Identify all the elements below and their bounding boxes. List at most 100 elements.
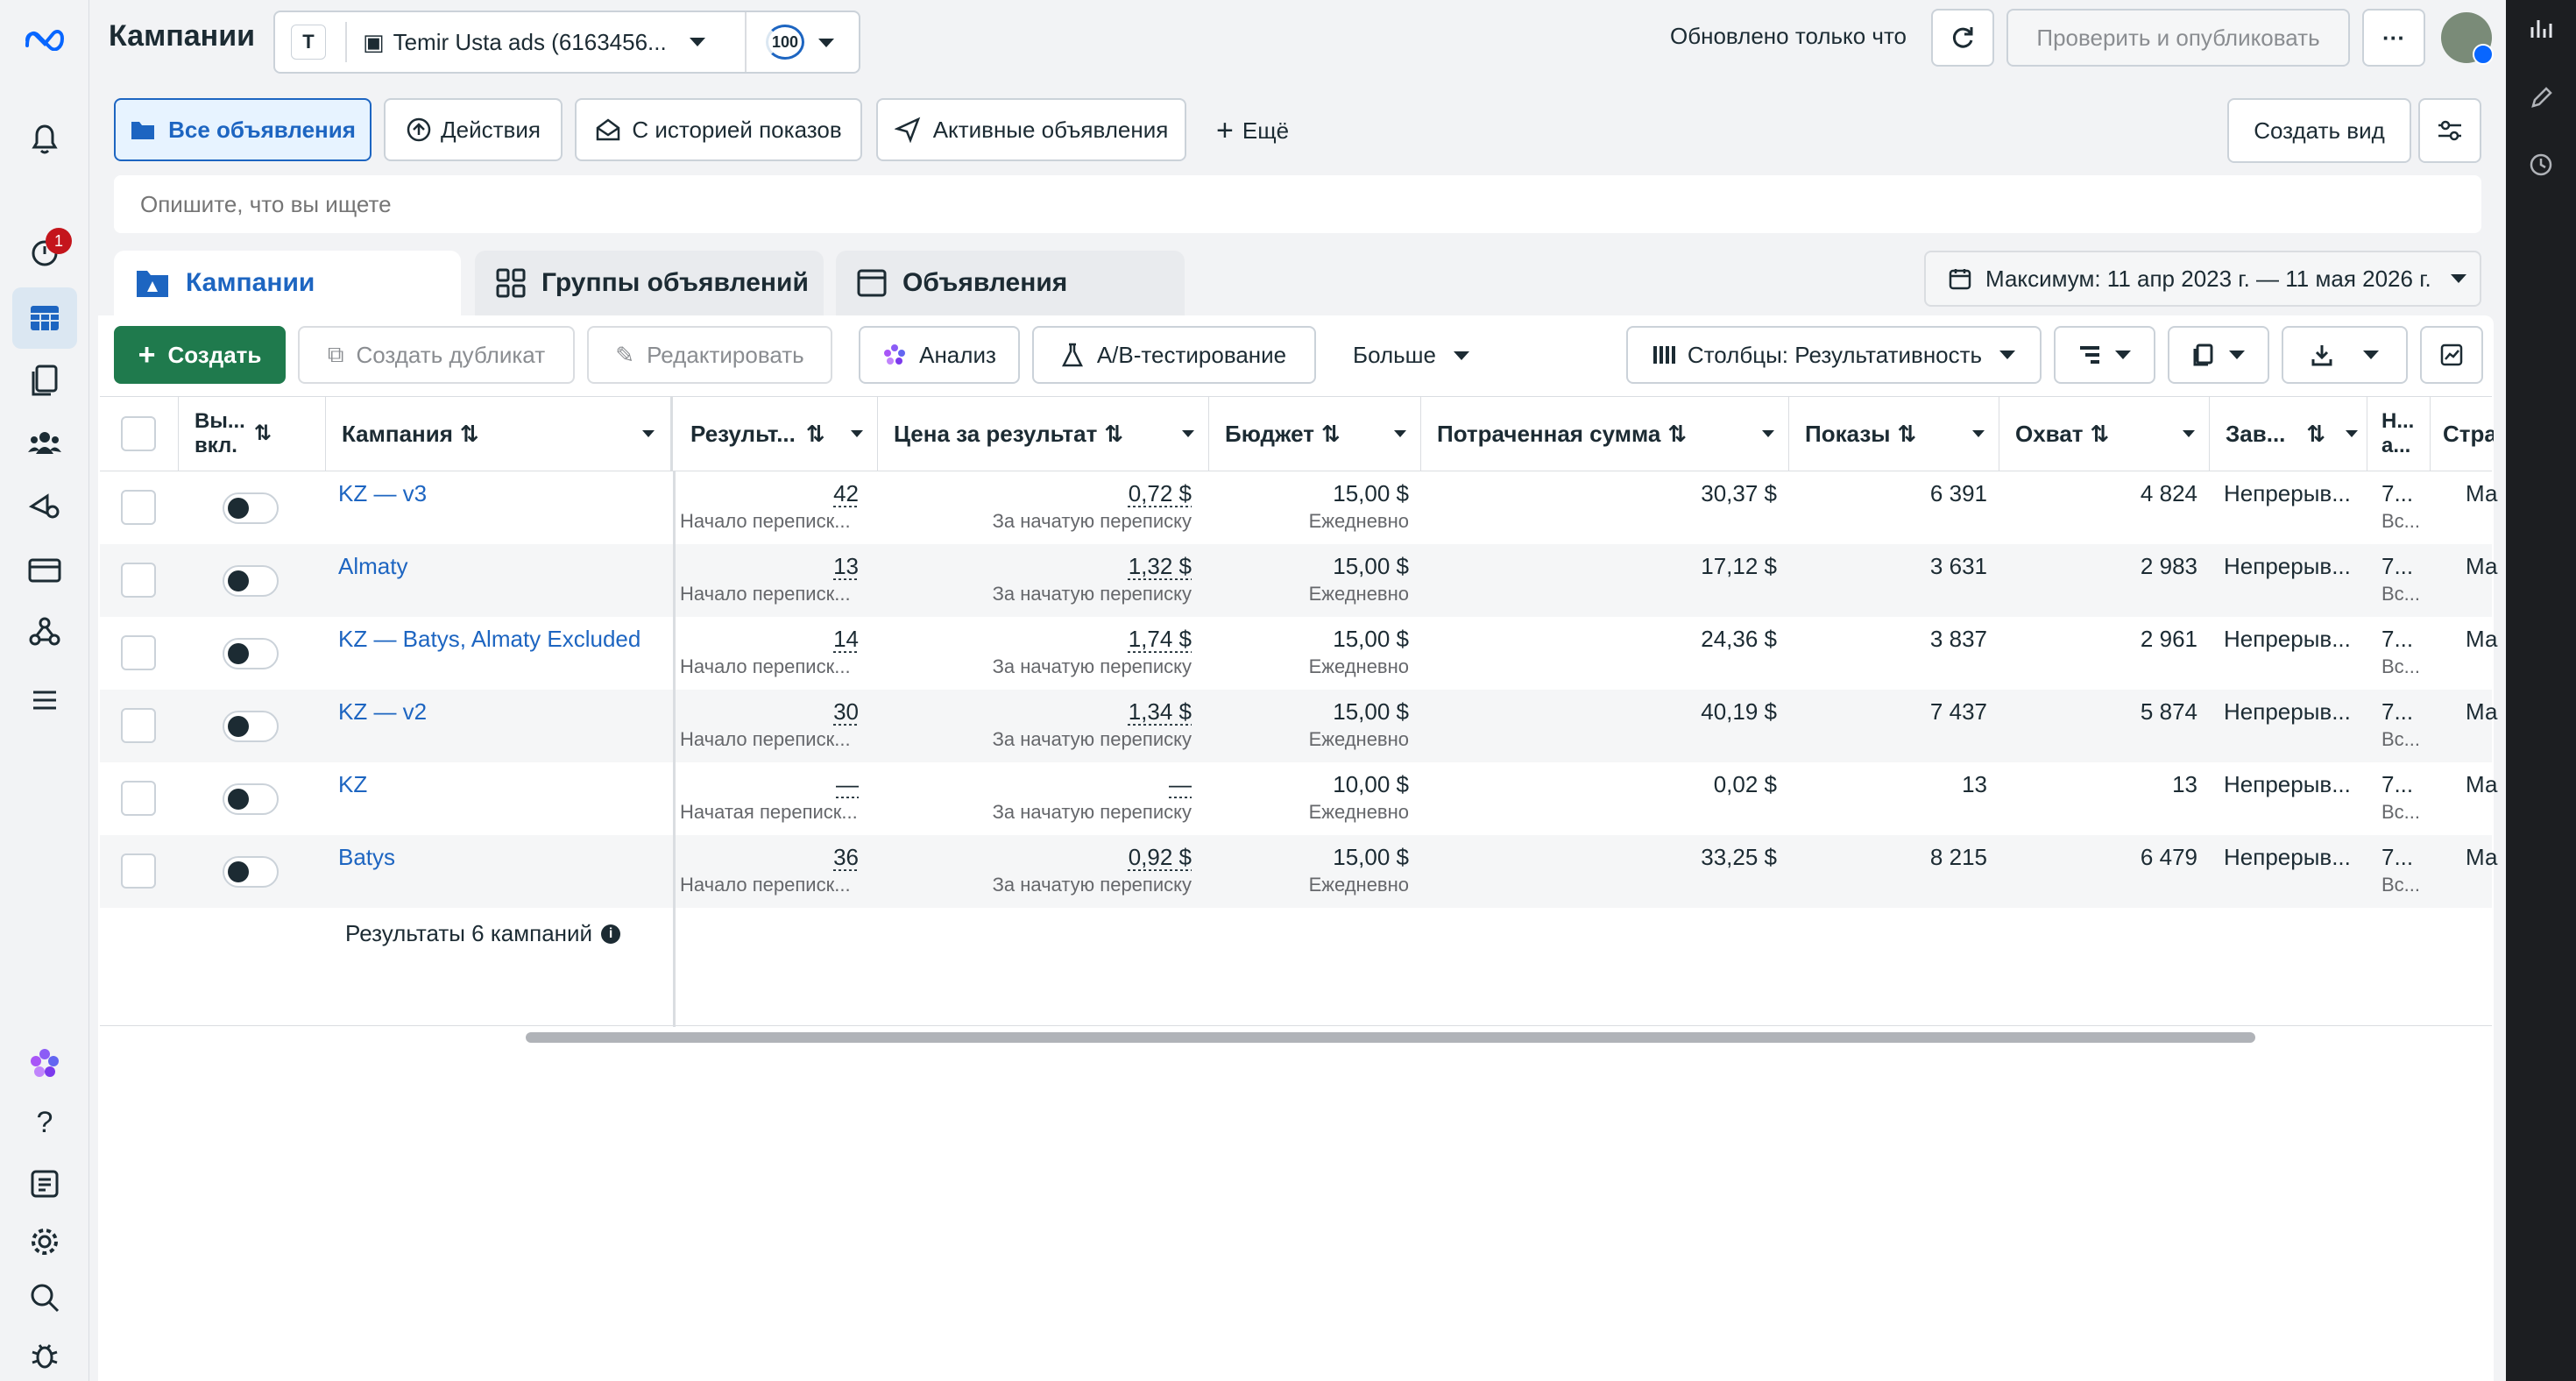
date-range-picker[interactable]: Максимум: 11 апр 2023 г. — 11 мая 2026 г… xyxy=(1924,251,2481,307)
campaign-name-link[interactable]: KZ — Batys, Almaty Excluded xyxy=(338,626,641,652)
create-button[interactable]: + Создать xyxy=(114,326,286,384)
col-page[interactable]: Стра xyxy=(2431,396,2494,471)
tab-ads-label: Объявления xyxy=(902,268,1068,297)
row-checkbox[interactable] xyxy=(121,781,156,816)
create-view-button[interactable]: Создать вид xyxy=(2227,98,2411,163)
search-icon[interactable] xyxy=(23,1276,67,1320)
more-options-button[interactable]: ··· xyxy=(2362,9,2425,67)
row-checkbox[interactable] xyxy=(121,563,156,598)
bell-icon[interactable] xyxy=(23,117,67,161)
col-amount-spent[interactable]: Потраченная сумма ⇅ xyxy=(1421,396,1789,471)
col-impressions[interactable]: Показы ⇅ xyxy=(1789,396,1999,471)
sort-icon: ⇅ xyxy=(1667,420,1688,447)
search-input[interactable] xyxy=(140,188,2418,221)
settings-gear-icon[interactable] xyxy=(23,1220,67,1264)
budget-subtext: Ежедневно xyxy=(1308,510,1409,532)
filter-all-ads[interactable]: Все объявления xyxy=(114,98,372,161)
breakdown-dropdown[interactable] xyxy=(2054,326,2155,384)
help-icon[interactable]: ? xyxy=(36,1105,53,1139)
avatar[interactable] xyxy=(2441,12,2494,65)
chevron-down-icon xyxy=(1972,430,1985,437)
chevron-down-icon xyxy=(1999,351,2016,359)
campaign-toggle[interactable] xyxy=(223,783,279,815)
campaign-name-link[interactable]: KZ — v3 xyxy=(338,480,428,506)
select-all-checkbox[interactable] xyxy=(121,416,156,451)
campaign-name-link[interactable]: KZ — v2 xyxy=(338,698,428,725)
col-campaign-label: Кампания xyxy=(342,420,453,447)
chart-icon[interactable] xyxy=(2523,11,2558,46)
filter-active-ads[interactable]: Активные объявления xyxy=(876,98,1186,161)
meta-ai-icon[interactable] xyxy=(23,1041,67,1085)
menu-icon[interactable] xyxy=(23,678,67,722)
filter-with-impressions[interactable]: С историей показов xyxy=(575,98,862,161)
col-campaign[interactable]: Кампания ⇅ xyxy=(326,396,673,471)
tab-adsets[interactable]: Группы объявлений xyxy=(475,251,824,315)
analysis-button[interactable]: Анализ xyxy=(859,326,1020,384)
reach-value: 6 479 xyxy=(2140,844,2197,870)
tab-ads[interactable]: Объявления xyxy=(836,251,1185,315)
col-cost-per-result[interactable]: Цена за результат ⇅ xyxy=(878,396,1209,471)
page-value: Ма xyxy=(2466,698,2498,725)
billing-icon[interactable] xyxy=(23,549,67,592)
sliders-icon xyxy=(2438,120,2461,141)
search-bar[interactable] xyxy=(114,175,2481,233)
table-row[interactable] xyxy=(100,690,2492,762)
more-actions-dropdown[interactable]: Больше xyxy=(1353,342,1469,369)
table-row[interactable] xyxy=(100,835,2492,908)
view-settings-button[interactable] xyxy=(2418,98,2481,163)
campaign-toggle[interactable] xyxy=(223,492,279,524)
meta-logo-icon[interactable] xyxy=(23,18,67,61)
ab-test-button[interactable]: A/B-тестирование xyxy=(1032,326,1316,384)
campaign-toggle[interactable] xyxy=(223,565,279,597)
col-ends[interactable]: Зав... ⇅ xyxy=(2210,396,2367,471)
campaign-toggle[interactable] xyxy=(223,856,279,888)
campaign-toggle[interactable] xyxy=(223,638,279,669)
review-publish-button[interactable]: Проверить и опубликовать xyxy=(2006,9,2350,67)
reports-dropdown[interactable] xyxy=(2168,326,2269,384)
campaign-tools-icon[interactable] xyxy=(23,484,67,528)
events-manager-icon[interactable] xyxy=(23,610,67,654)
tab-campaigns[interactable]: Кампании xyxy=(114,251,461,315)
info-icon[interactable]: i xyxy=(601,924,621,944)
frozen-column-divider xyxy=(673,471,676,1027)
duplicate-button[interactable]: ⧉ Создать дубликат xyxy=(298,326,575,384)
campaign-name-link[interactable]: KZ xyxy=(338,771,368,797)
refresh-button[interactable] xyxy=(1931,9,1994,67)
row-checkbox[interactable] xyxy=(121,853,156,889)
table-row[interactable] xyxy=(100,544,2492,617)
account-selector[interactable]: T ▣ Temir Usta ads (6163456... 100 xyxy=(273,11,860,74)
row-checkbox[interactable] xyxy=(121,635,156,670)
page-value: Ма xyxy=(2466,844,2498,870)
pencil-icon[interactable] xyxy=(2523,81,2558,116)
campaign-toggle[interactable] xyxy=(223,711,279,742)
bug-report-icon[interactable] xyxy=(23,1334,67,1377)
columns-dropdown[interactable]: Столбцы: Результативность xyxy=(1626,326,2042,384)
page-value: Ма xyxy=(2466,480,2498,506)
row-checkbox[interactable] xyxy=(121,708,156,743)
campaign-name-link[interactable]: Batys xyxy=(338,844,396,870)
columns-icon xyxy=(1652,346,1675,364)
export-dropdown[interactable] xyxy=(2282,326,2408,384)
col-onoff[interactable]: Вы... вкл. ⇅ xyxy=(179,396,326,471)
chevron-down-icon xyxy=(2450,274,2466,283)
filter-active-ads-label: Активные объявления xyxy=(932,116,1169,143)
audiences-icon[interactable] xyxy=(23,421,67,464)
charts-toggle-button[interactable] xyxy=(2420,326,2483,384)
reports-icon[interactable] xyxy=(23,1162,67,1206)
filter-actions[interactable]: Действия xyxy=(384,98,563,161)
pages-icon[interactable] xyxy=(23,359,67,403)
col-budget[interactable]: Бюджет ⇅ xyxy=(1209,396,1421,471)
col-results[interactable]: Результ... ⇅ xyxy=(675,396,878,471)
row-checkbox[interactable] xyxy=(121,490,156,525)
campaign-name-link[interactable]: Almaty xyxy=(338,553,408,579)
col-h[interactable]: Н... а... xyxy=(2367,396,2431,471)
score-badge[interactable]: 100 xyxy=(766,25,804,60)
ads-manager-table-icon[interactable] xyxy=(12,287,77,349)
col-reach[interactable]: Охват ⇅ xyxy=(1999,396,2210,471)
history-clock-icon[interactable] xyxy=(2523,147,2558,182)
col-page-label: Стра xyxy=(2443,420,2494,447)
more-filters-button[interactable]: + Ещё xyxy=(1216,114,1289,148)
edit-button[interactable]: ✎ Редактировать xyxy=(587,326,832,384)
alerts-icon[interactable]: 1 xyxy=(23,228,72,275)
horizontal-scrollbar[interactable] xyxy=(526,1032,2255,1043)
